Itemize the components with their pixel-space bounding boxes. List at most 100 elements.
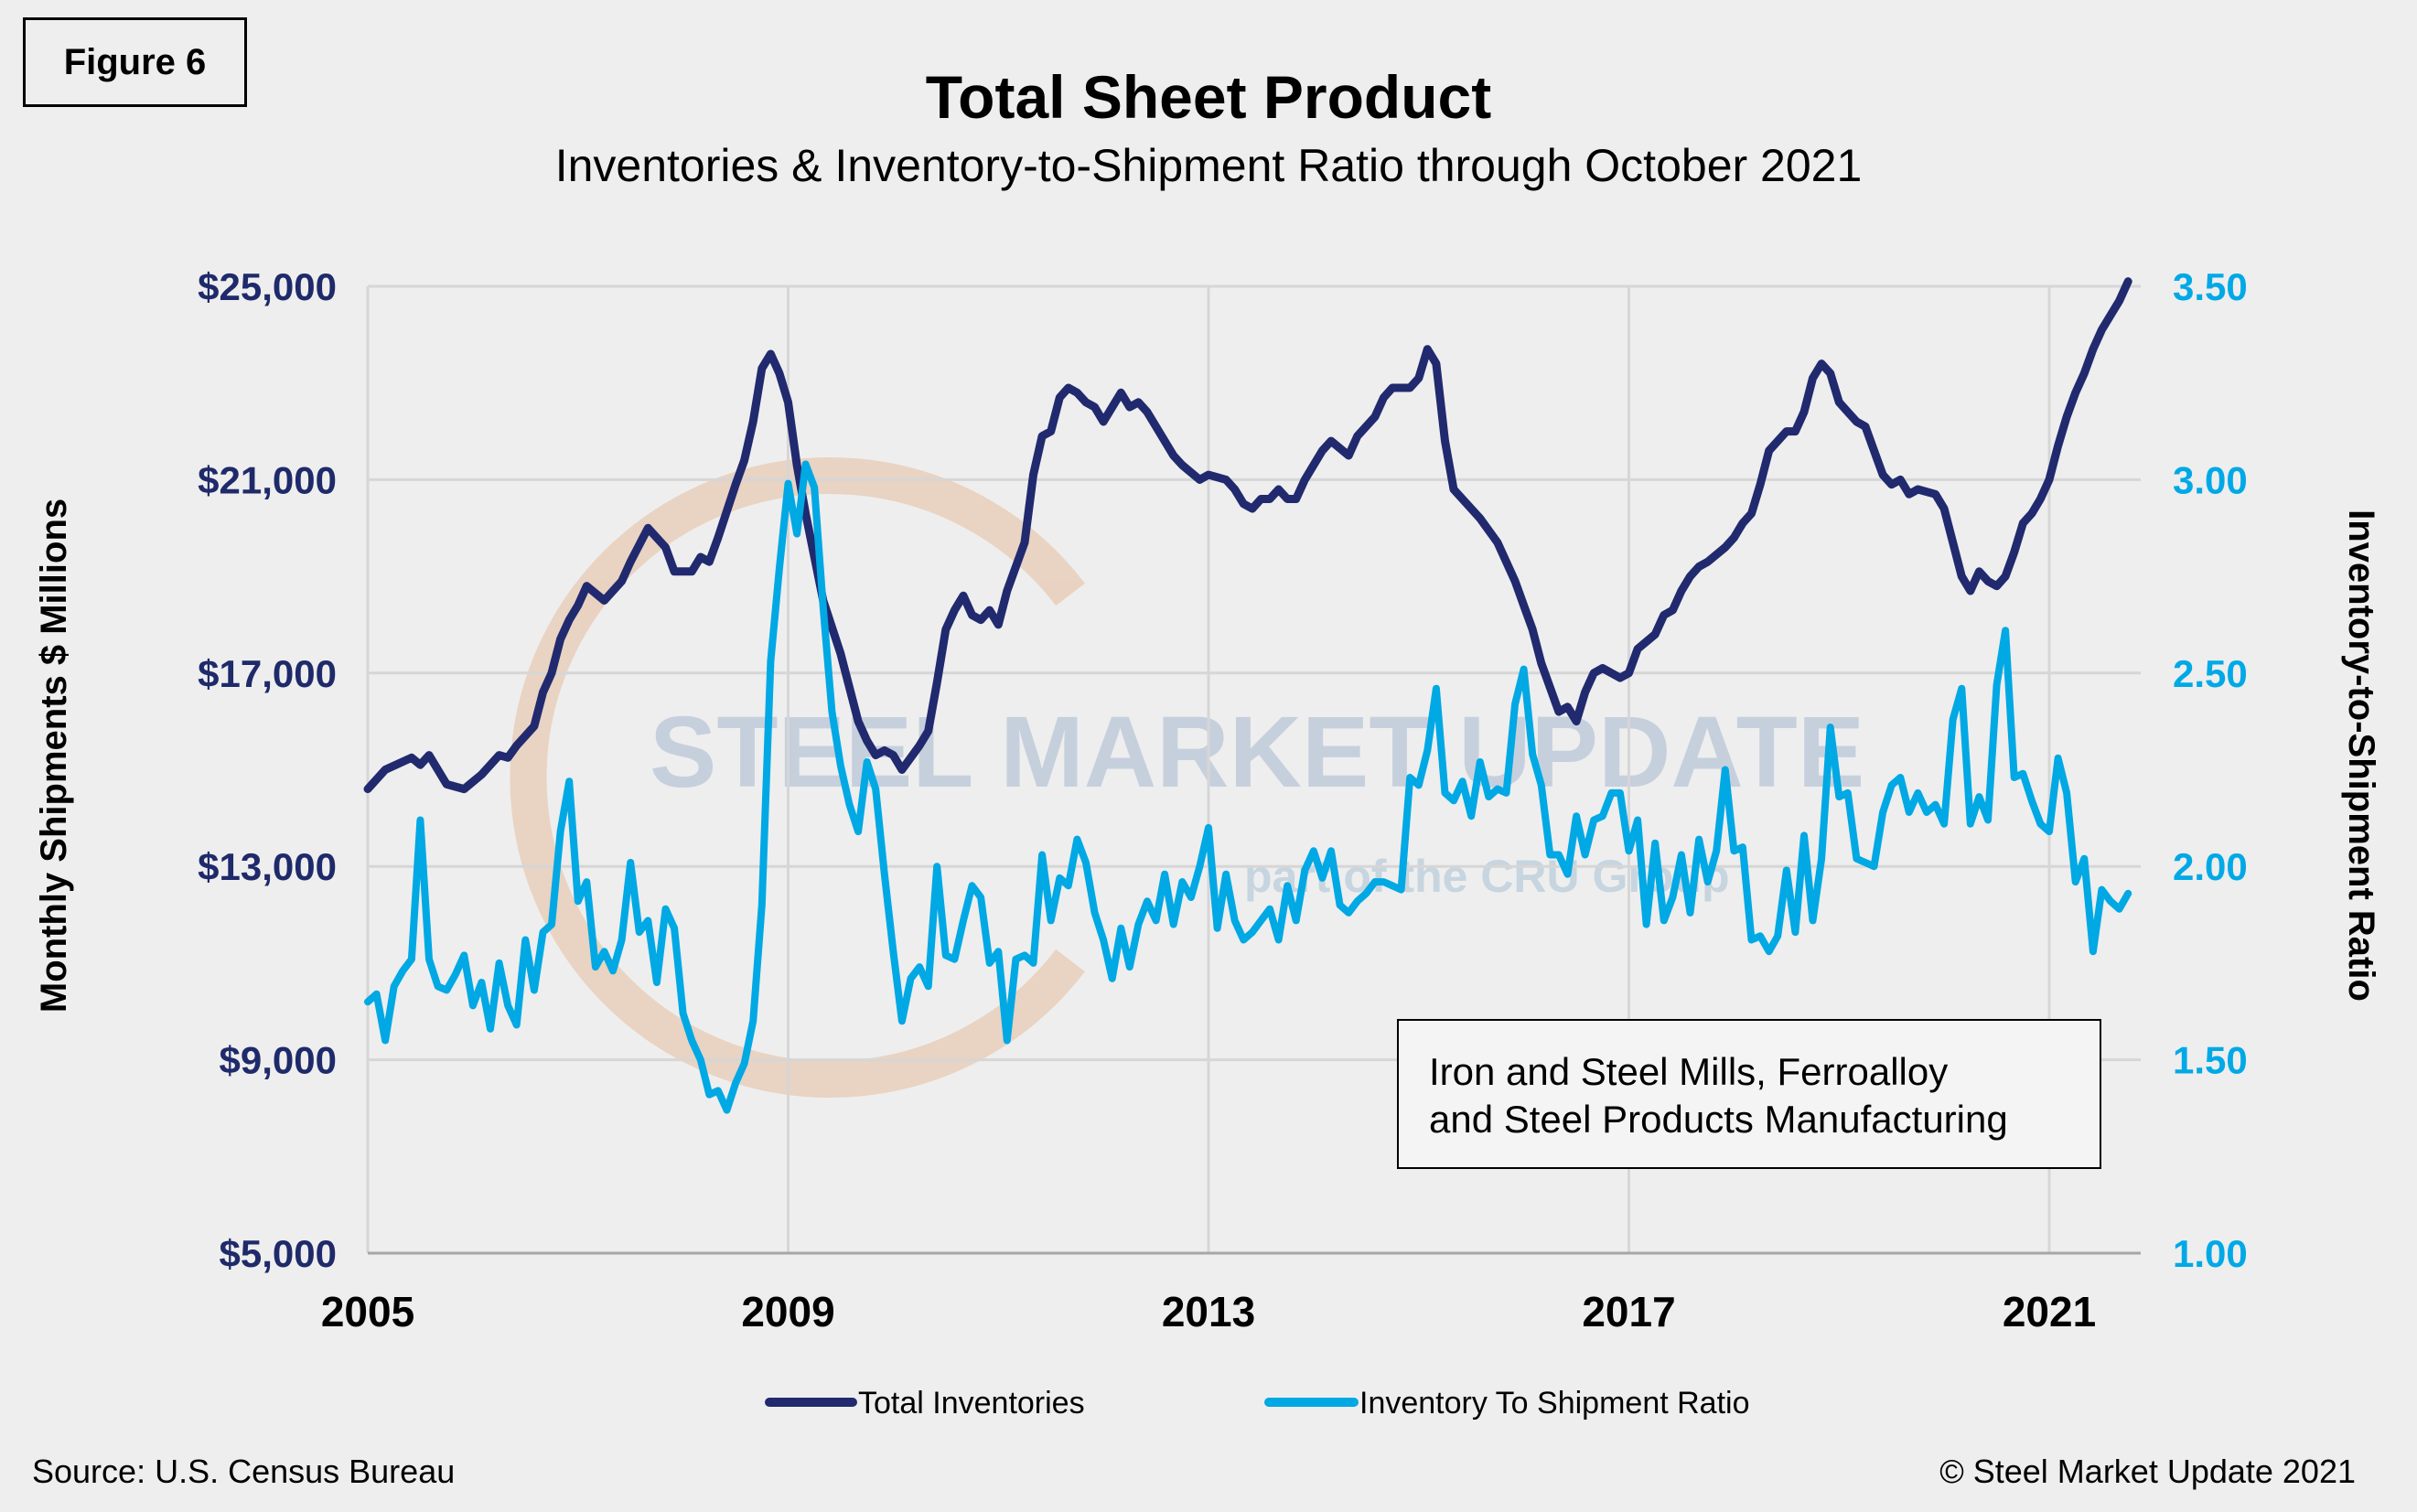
data-point: [533, 989, 535, 991]
data-point: [1575, 815, 1577, 817]
y2-tick-label-right: 1.00: [2173, 1232, 2248, 1275]
data-point: [2066, 792, 2068, 794]
data-point: [1462, 780, 1464, 782]
data-point: [568, 780, 570, 782]
data-point: [1786, 869, 1788, 871]
data-point: [936, 681, 938, 683]
data-point: [1970, 823, 1971, 825]
data-point: [446, 783, 447, 785]
data-point: [1663, 614, 1665, 616]
data-point: [1321, 450, 1323, 452]
data-point: [1068, 885, 1069, 886]
data-point: [612, 970, 614, 971]
data-point: [1374, 881, 1376, 883]
data-point: [1505, 792, 1507, 794]
data-point: [603, 600, 605, 602]
data-point: [1654, 842, 1656, 844]
data-point: [1497, 542, 1499, 543]
note-line-2: and Steel Products Manufacturing: [1429, 1098, 2008, 1141]
data-point: [1348, 912, 1349, 914]
data-point: [1855, 421, 1857, 423]
data-point: [1313, 850, 1315, 852]
data-point: [419, 764, 421, 766]
y2-tick-label-right: 3.00: [2173, 458, 2248, 501]
data-point: [1190, 896, 1192, 898]
data-point: [1479, 761, 1481, 763]
data-point: [1033, 474, 1035, 476]
data-point: [1864, 425, 1866, 427]
data-point: [1698, 566, 1700, 568]
data-point: [1418, 784, 1420, 786]
data-point: [1646, 924, 1648, 926]
data-point: [708, 1094, 710, 1096]
data-point: [1715, 850, 1717, 852]
data-point: [664, 546, 666, 548]
data-point: [1050, 431, 1052, 433]
x-tick-label: 2021: [2003, 1288, 2096, 1335]
data-point: [1812, 377, 1814, 379]
data-point: [542, 931, 543, 933]
data-point: [2119, 908, 2121, 910]
data-point: [1426, 749, 1428, 751]
data-point: [1619, 677, 1621, 679]
data-point: [1330, 850, 1332, 852]
data-point: [1855, 858, 1857, 860]
data-point: [892, 755, 894, 756]
data-point: [551, 924, 553, 926]
data-point: [585, 585, 587, 587]
data-point: [2031, 799, 2033, 801]
data-point: [980, 619, 982, 621]
data-point: [577, 900, 579, 902]
data-point: [1952, 542, 1954, 543]
y-tick-label-left: $9,000: [220, 1039, 337, 1082]
data-point: [744, 459, 746, 461]
data-point: [1996, 585, 1998, 587]
data-point: [1058, 397, 1060, 399]
y-tick-label-left: $17,000: [198, 652, 337, 695]
data-point: [1724, 546, 1726, 548]
data-point: [866, 761, 868, 763]
data-point: [446, 989, 447, 991]
data-point: [700, 556, 702, 558]
data-point: [1041, 435, 1043, 437]
data-point: [892, 950, 894, 952]
data-point: [1278, 488, 1280, 490]
data-point: [577, 605, 579, 606]
data-point: [813, 487, 815, 488]
data-point: [1733, 850, 1735, 852]
chart-subtitle: Inventories & Inventory-to-Shipment Rati…: [554, 140, 1863, 191]
watermark: STEEL MARKET UPDATE part of the CRU Grou…: [510, 457, 1864, 1098]
data-point: [2092, 950, 2094, 952]
data-point: [1068, 387, 1069, 389]
data-point: [647, 527, 649, 529]
data-point: [1742, 522, 1744, 524]
legend-label-ratio: Inventory To Shipment Ratio: [1359, 1386, 1750, 1421]
data-point: [788, 483, 789, 485]
data-point: [1908, 811, 1910, 813]
data-point: [1891, 784, 1893, 786]
data-point: [1531, 754, 1533, 756]
data-point: [1803, 411, 1805, 413]
data-point: [1628, 672, 1629, 674]
data-point: [437, 985, 439, 987]
data-point: [769, 353, 771, 355]
data-point: [2127, 893, 2129, 895]
data-point: [411, 959, 413, 960]
data-point: [962, 919, 964, 921]
data-point: [1208, 827, 1209, 829]
note-box: Iron and Steel Mills, Ferroalloy and Ste…: [1397, 1019, 2101, 1169]
data-point: [1041, 854, 1043, 856]
data-point: [2100, 889, 2102, 891]
data-point: [2039, 823, 2041, 825]
data-point: [1874, 450, 1875, 452]
data-point: [1102, 421, 1104, 423]
chart-title: Total Sheet Product: [925, 63, 1492, 131]
data-point: [1978, 796, 1980, 798]
data-point: [1917, 792, 1918, 794]
x-tick-label: 2013: [1162, 1288, 1255, 1335]
data-point: [1602, 815, 1604, 817]
data-point: [989, 962, 991, 964]
data-point: [376, 993, 378, 995]
data-point: [1024, 954, 1026, 956]
data-point: [1558, 854, 1560, 856]
